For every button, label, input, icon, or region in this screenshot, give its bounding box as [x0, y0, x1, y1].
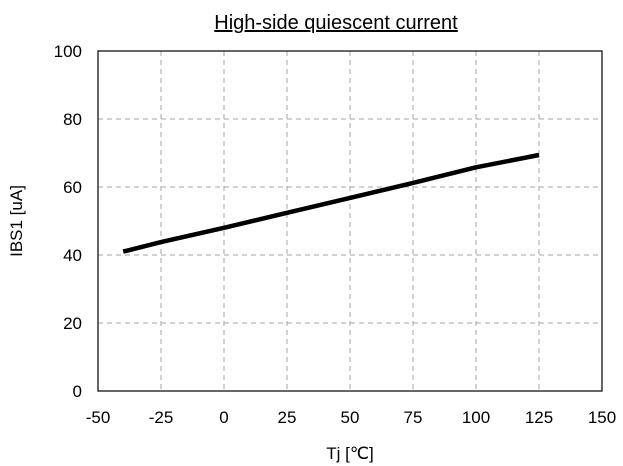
x-tick-label: 100 [462, 408, 490, 427]
series-layer [122, 152, 540, 254]
x-tick-label: 125 [525, 408, 553, 427]
x-axis-label: Tj [℃] [326, 444, 373, 463]
plot-area [97, 50, 603, 392]
y-axis-tick-labels: 0 20 40 60 80 100 [54, 42, 82, 401]
x-axis-tick-labels: -50 -25 0 25 50 75 100 125 150 [86, 408, 616, 427]
x-tick-label: 50 [341, 408, 360, 427]
x-tick-label: 75 [404, 408, 423, 427]
chart-title: High-side quiescent current [214, 12, 458, 34]
x-tick-label: 0 [219, 408, 228, 427]
gridlines [98, 51, 602, 391]
y-tick-label: 100 [54, 42, 82, 61]
y-tick-label: 40 [63, 246, 82, 265]
y-tick-label: 0 [73, 382, 82, 401]
x-tick-label: 25 [278, 408, 297, 427]
x-tick-label: -25 [149, 408, 174, 427]
y-tick-label: 80 [63, 110, 82, 129]
series-line-1 [122, 152, 540, 254]
x-tick-label: -50 [86, 408, 111, 427]
y-axis-label: IBS1 [uA] [7, 185, 26, 257]
y-tick-label: 60 [63, 178, 82, 197]
y-tick-label: 20 [63, 314, 82, 333]
x-tick-label: 150 [588, 408, 616, 427]
